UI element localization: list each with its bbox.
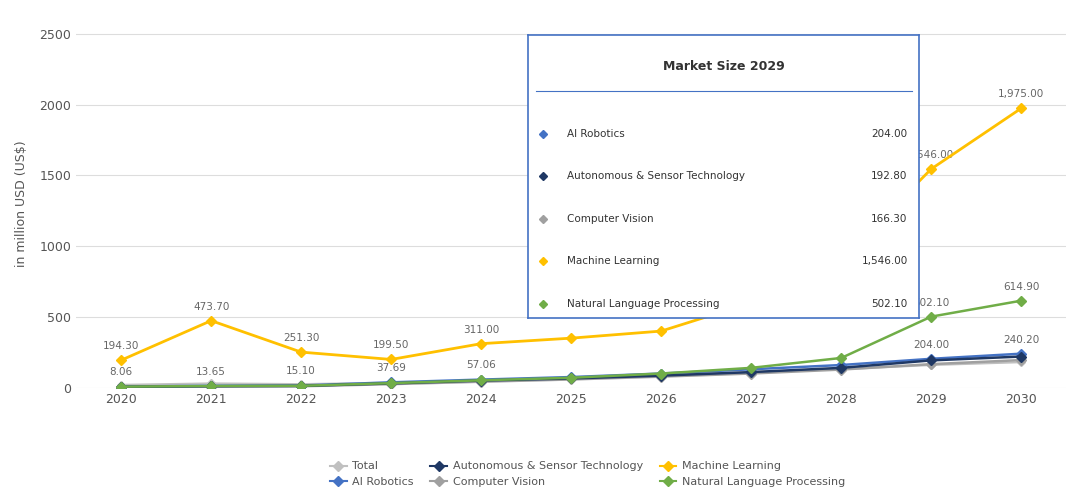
Y-axis label: in million USD (US$): in million USD (US$) <box>15 141 28 267</box>
Text: 166.30: 166.30 <box>871 214 907 224</box>
Text: 1,546.00: 1,546.00 <box>908 150 954 160</box>
Text: 204.00: 204.00 <box>871 129 907 139</box>
Text: 502.10: 502.10 <box>871 299 907 309</box>
Text: 204.00: 204.00 <box>913 339 950 350</box>
Text: 15.10: 15.10 <box>286 366 316 376</box>
Text: 1,546.00: 1,546.00 <box>862 256 907 266</box>
Text: 614.90: 614.90 <box>1003 282 1039 292</box>
Text: Computer Vision: Computer Vision <box>567 214 654 224</box>
Text: 1,975.00: 1,975.00 <box>998 89 1044 99</box>
Text: 57.06: 57.06 <box>467 360 496 370</box>
Text: 502.10: 502.10 <box>913 298 950 308</box>
Text: 192.80: 192.80 <box>871 171 907 181</box>
Text: 199.50: 199.50 <box>373 340 409 350</box>
Text: Machine Learning: Machine Learning <box>567 256 659 266</box>
Legend: Total, AI Robotics, Autonomous & Sensor Technology, Computer Vision, Machine Lea: Total, AI Robotics, Autonomous & Sensor … <box>325 457 850 492</box>
Text: 37.69: 37.69 <box>376 363 406 373</box>
Text: Market Size 2029: Market Size 2029 <box>663 60 784 73</box>
Text: 8.06: 8.06 <box>110 367 133 377</box>
Text: Natural Language Processing: Natural Language Processing <box>567 299 719 309</box>
Text: AI Robotics: AI Robotics <box>567 129 625 139</box>
Text: Autonomous & Sensor Technology: Autonomous & Sensor Technology <box>567 171 745 181</box>
Text: 13.65: 13.65 <box>196 367 226 377</box>
Text: 473.70: 473.70 <box>193 302 230 312</box>
Text: 311.00: 311.00 <box>463 325 499 334</box>
Text: 251.30: 251.30 <box>283 333 320 343</box>
Text: 194.30: 194.30 <box>103 341 139 351</box>
Text: 240.20: 240.20 <box>1003 334 1039 344</box>
